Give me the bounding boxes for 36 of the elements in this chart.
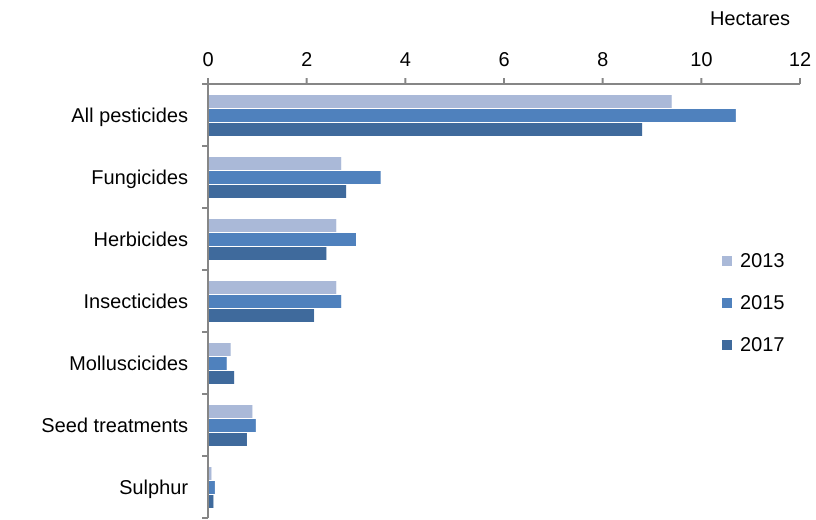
bar	[208, 295, 342, 308]
y-tick-label: Seed treatments	[41, 415, 188, 437]
bar	[208, 405, 252, 418]
x-tick-label: 6	[498, 49, 510, 71]
legend-label: 2013	[740, 250, 784, 272]
x-tick-label: 0	[202, 49, 214, 71]
bar	[208, 233, 356, 246]
bar	[208, 157, 342, 170]
y-tick-label: Sulphur	[119, 477, 188, 499]
bar	[208, 433, 247, 446]
bar	[208, 281, 336, 294]
bar	[208, 357, 227, 370]
bar	[208, 219, 336, 232]
bar	[208, 343, 231, 356]
bar	[208, 123, 642, 136]
bar	[208, 309, 314, 322]
bar	[208, 247, 326, 260]
bar	[208, 371, 234, 384]
bar	[208, 419, 256, 432]
y-tick-label: Insecticides	[84, 291, 188, 313]
y-tick-label: Molluscicides	[69, 353, 188, 375]
x-tick-label: 12	[788, 49, 812, 71]
y-tick-label: Fungicides	[91, 167, 188, 189]
x-tick-label: 4	[400, 49, 411, 71]
bar	[208, 109, 736, 122]
y-tick-label: All pesticides	[71, 105, 188, 127]
legend-label: 2015	[740, 292, 784, 314]
bar	[208, 185, 346, 198]
y-tick-label: Herbicides	[94, 229, 188, 251]
x-axis-title: Hectares	[708, 8, 792, 31]
x-tick-label: 10	[690, 49, 712, 71]
x-tick-label: 8	[597, 49, 608, 71]
bar	[208, 171, 381, 184]
x-tick-label: 2	[301, 49, 312, 71]
legend-label: 2017	[740, 334, 784, 356]
bar	[208, 95, 672, 108]
